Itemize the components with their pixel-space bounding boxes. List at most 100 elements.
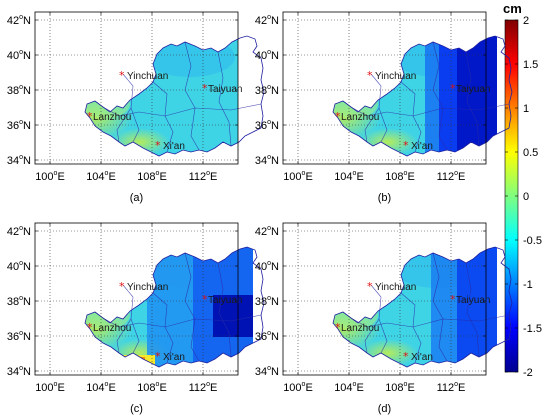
axis-tick-label: 38oN — [255, 84, 279, 97]
axis-tick-label: 34oN — [7, 365, 31, 378]
city-marker-star: * — [202, 293, 208, 306]
axis-tick-label: 112oE — [189, 381, 218, 394]
axis-tick-label: 40oN — [7, 260, 31, 273]
colorbar-tick-label: 0.5 — [523, 147, 538, 159]
axis-tick-label: 112oE — [189, 170, 218, 183]
axes-frame — [282, 222, 487, 376]
axis-tick-label: 36oN — [255, 119, 279, 132]
axis-tick-label: 112oE — [437, 170, 466, 183]
basin-boundary — [184, 41, 200, 151]
axes-frame — [282, 11, 487, 165]
axis-tick-label: 104oE — [334, 381, 364, 394]
axis-tick-label: 36oN — [7, 119, 31, 132]
city-marker-star: * — [119, 69, 125, 82]
loess-plateau-field — [85, 247, 253, 367]
city-marker-star: * — [335, 110, 341, 123]
colorbar-ticks: 2 1.5 1 0.5 0 -0.5 -1 -1.5 -2 — [505, 15, 542, 379]
city-label: Xi'an — [411, 141, 433, 152]
axis-tick-label: 42oN — [7, 14, 31, 27]
city-label: Lanzhou — [93, 323, 131, 334]
axis-tick-label: 40oN — [255, 49, 279, 62]
axis-tick-label: 104oE — [334, 170, 364, 183]
map-panel-a: 100oE 104oE 108oE 112oE 42oN 40oN 38oN 36oN 34oN… — [7, 11, 265, 204]
axis-tick-label: 108oE — [137, 381, 167, 394]
axis-tick-label: 38oN — [255, 295, 279, 308]
basin-boundary — [432, 41, 448, 151]
basin-boundary — [116, 107, 132, 143]
city-label: Taiyuan — [208, 84, 242, 95]
city-label: Lanzhou — [93, 112, 131, 123]
basin-boundary — [350, 314, 510, 328]
city-label: Taiyuan — [456, 84, 490, 95]
city-marker-star: * — [335, 321, 341, 334]
basin-boundary — [102, 314, 262, 328]
axis-tick-label: 108oE — [385, 170, 415, 183]
axis-tick-label: 38oN — [7, 295, 31, 308]
map-panel-c: 100oE 104oE 108oE 112oE 42oN 40oN 38oN 36oN 34oN… — [7, 222, 265, 415]
basin-boundary — [116, 318, 132, 354]
city-marker-star: * — [367, 280, 373, 293]
axis-tick-label: 104oE — [86, 170, 116, 183]
city-label: Taiyuan — [208, 295, 242, 306]
basin-boundary — [465, 262, 480, 358]
axis-tick-label: 100oE — [35, 170, 65, 183]
axis-tick-label: 42oN — [255, 14, 279, 27]
city-marker-star: * — [202, 82, 208, 95]
city-label: Yinchuan — [375, 71, 416, 82]
city-label: Xi'an — [163, 141, 185, 152]
city-marker-star: * — [367, 69, 373, 82]
basin-boundary — [465, 51, 480, 147]
colorbar-tick-label: -2 — [523, 367, 533, 379]
city-marker-star: * — [403, 350, 409, 363]
axes-frame — [34, 11, 239, 165]
region-boundary — [84, 35, 265, 157]
city-marker-star: * — [119, 280, 125, 293]
city-marker-star: * — [155, 139, 161, 152]
axis-tick-label: 100oE — [283, 170, 313, 183]
colorbar-tick-label: 0 — [523, 191, 529, 203]
basin-boundary — [102, 103, 262, 117]
region-boundary — [332, 246, 513, 368]
city-marker-star: * — [155, 350, 161, 363]
colorbar-tick-label: 1 — [523, 103, 529, 115]
colorbar-tick-label: -1 — [523, 279, 533, 291]
region-boundary — [332, 35, 513, 157]
axis-tick-label: 104oE — [86, 381, 116, 394]
axes-frame — [34, 222, 239, 376]
panel-label: (a) — [130, 192, 143, 204]
city-label: Yinchuan — [375, 282, 416, 293]
city-label: Yinchuan — [127, 282, 168, 293]
basin-boundary — [364, 107, 380, 143]
city-label: Lanzhou — [341, 112, 379, 123]
axis-tick-label: 34oN — [255, 365, 279, 378]
city-marker-star: * — [450, 82, 456, 95]
axis-tick-label: 34oN — [255, 154, 279, 167]
axis-tick-label: 100oE — [283, 381, 313, 394]
basin-boundary — [350, 103, 510, 117]
colorbar-tick-label: -0.5 — [523, 235, 542, 247]
colorbar-tick-label: -1.5 — [523, 323, 542, 335]
city-label: Xi'an — [163, 352, 185, 363]
axis-tick-label: 100oE — [35, 381, 65, 394]
axis-tick-label: 108oE — [385, 381, 415, 394]
basin-boundary — [432, 252, 448, 362]
colorbar: cm 2 1.5 1 0.5 0 -0.5 -1 -1.5 -2 — [503, 1, 542, 379]
panel-label: (c) — [130, 403, 143, 415]
basin-boundary — [364, 318, 380, 354]
axis-tick-label: 40oN — [7, 49, 31, 62]
city-marker-star: * — [87, 110, 93, 123]
colorbar-tick-label: 1.5 — [523, 59, 538, 71]
city-label: Yinchuan — [127, 71, 168, 82]
basin-boundary — [217, 51, 232, 147]
axis-tick-label: 38oN — [7, 84, 31, 97]
panel-label: (d) — [378, 403, 391, 415]
axis-tick-label: 112oE — [437, 381, 466, 394]
city-marker-star: * — [403, 139, 409, 152]
axis-tick-label: 42oN — [255, 225, 279, 238]
basin-boundary — [217, 262, 232, 358]
colorbar-tick-label: 2 — [523, 15, 529, 27]
city-label: Taiyuan — [456, 295, 490, 306]
region-boundary — [84, 246, 265, 368]
basin-boundary — [184, 252, 200, 362]
